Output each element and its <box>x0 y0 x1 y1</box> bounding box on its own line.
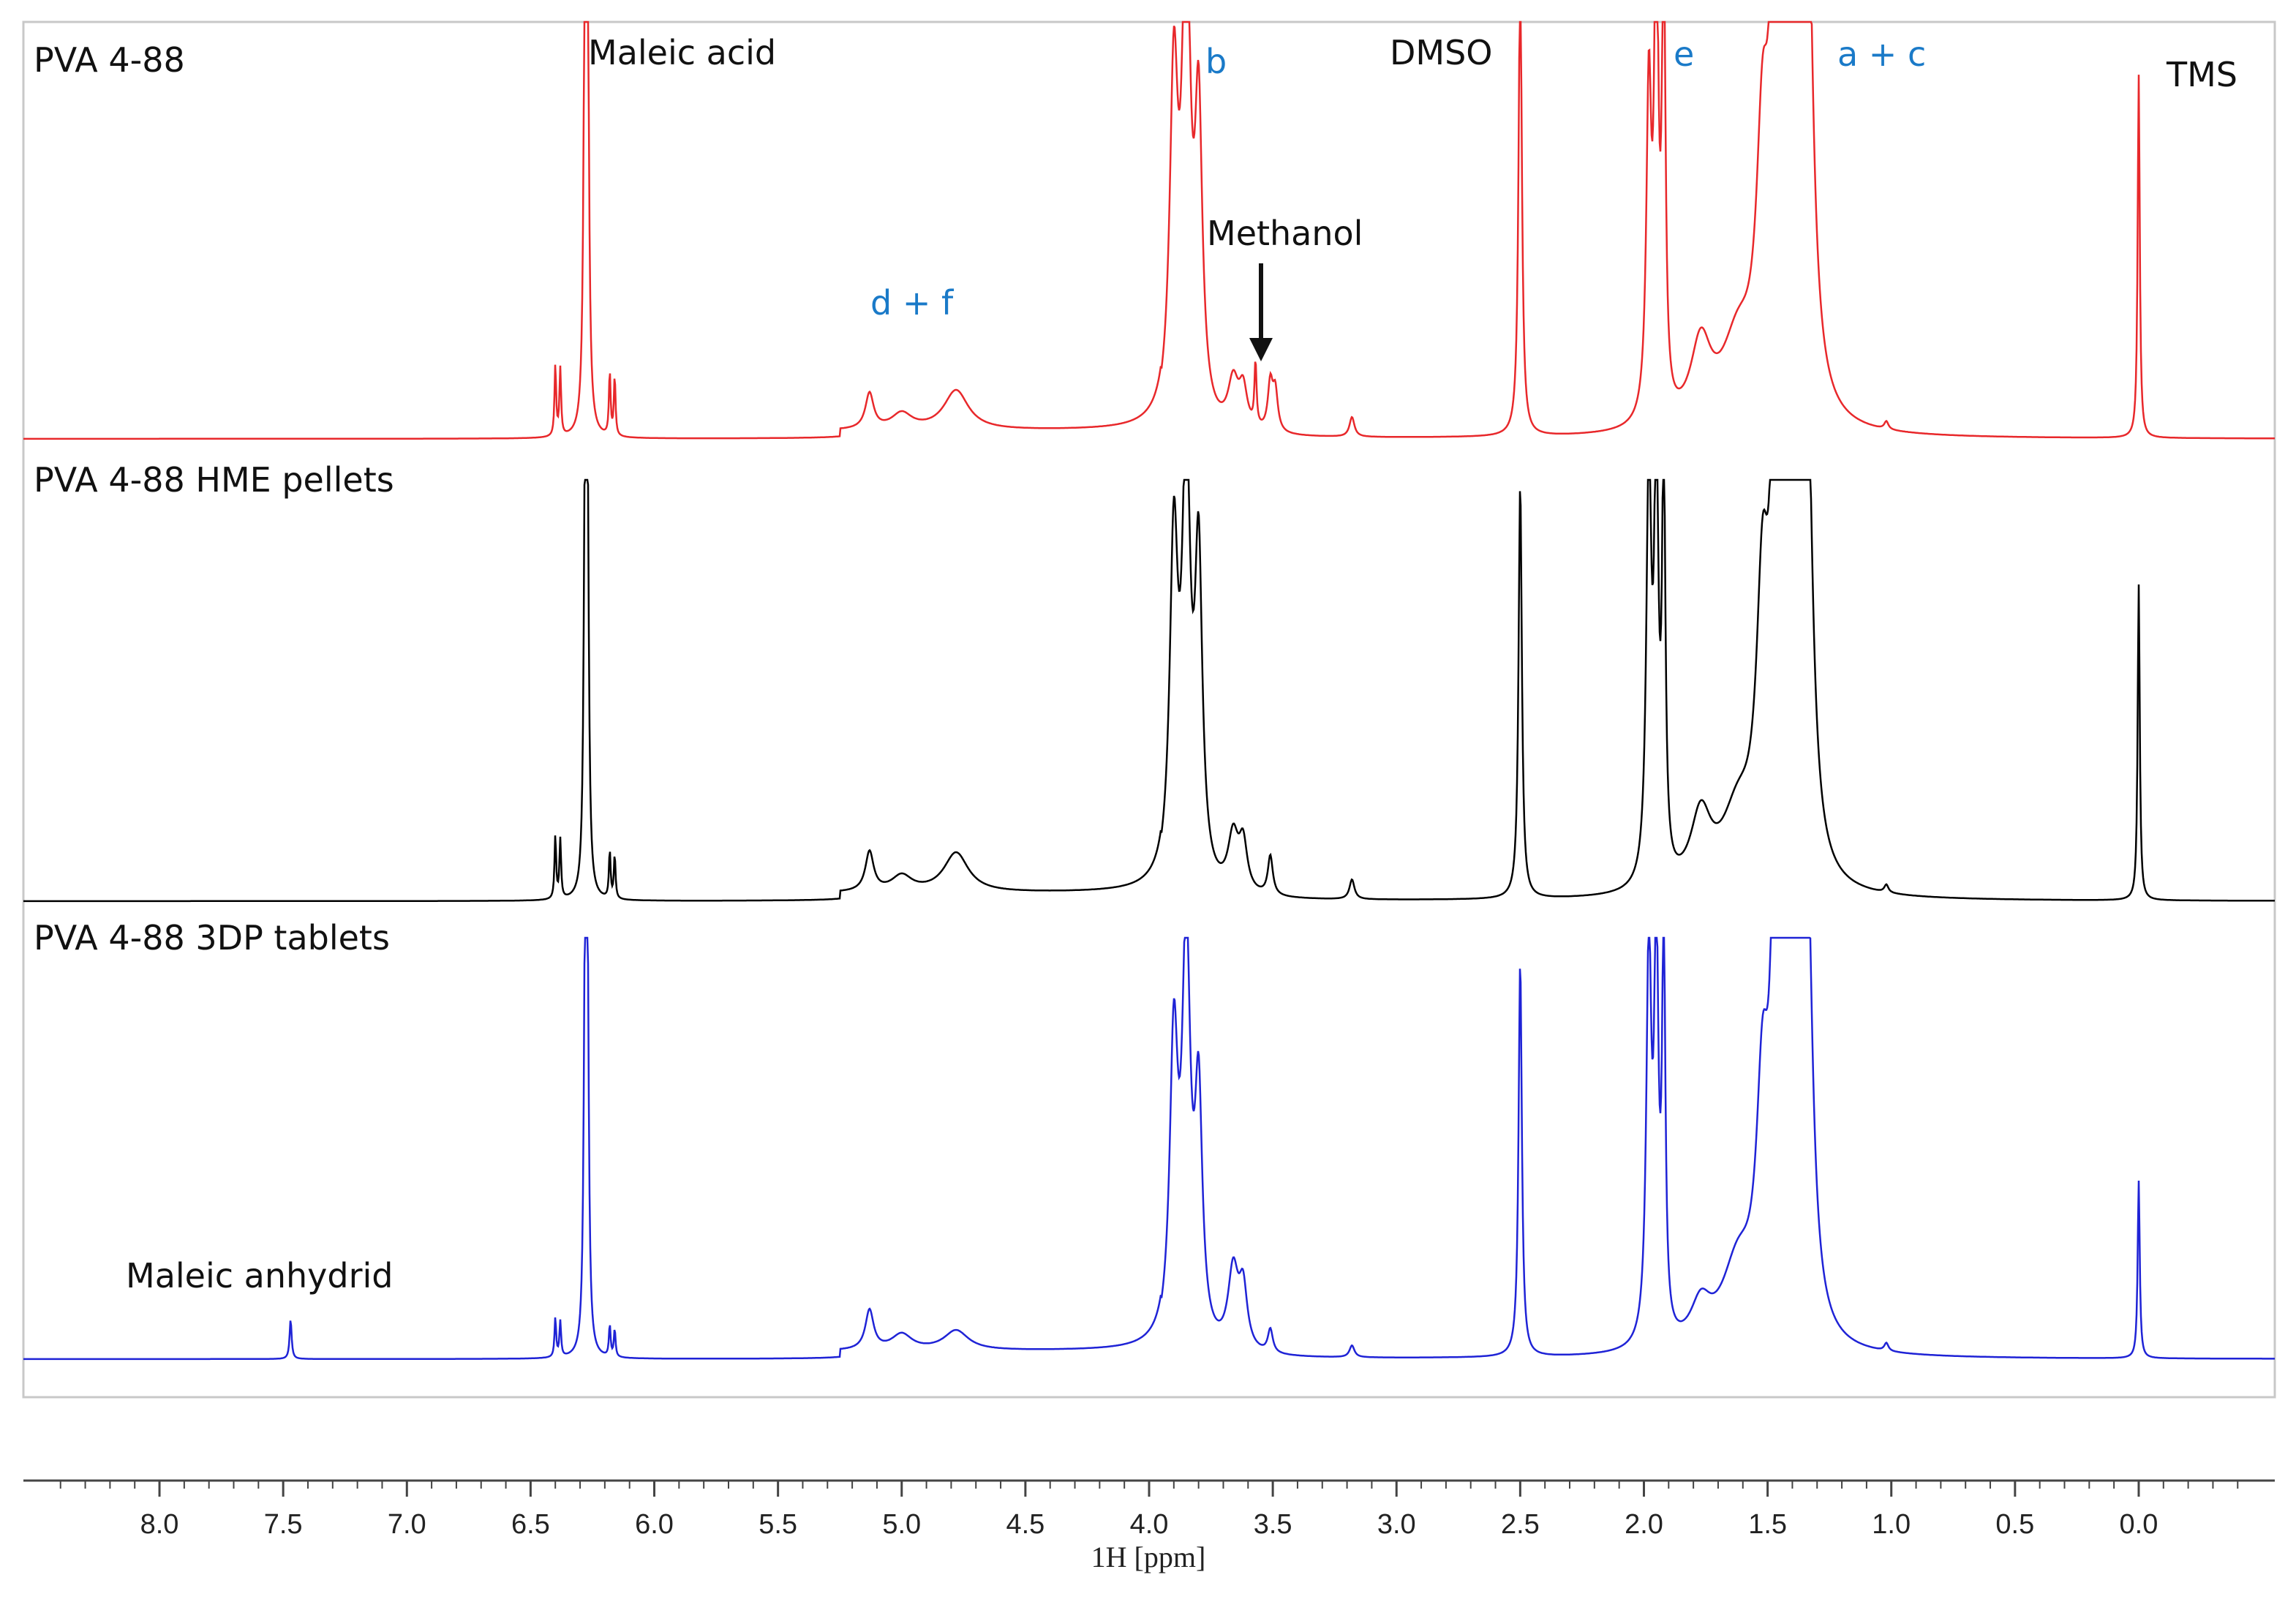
x-tick-label: 5.0 <box>882 1509 921 1540</box>
x-axis-title: 1H [ppm] <box>1091 1541 1206 1573</box>
x-tick-label: 0.5 <box>1995 1509 2034 1540</box>
annotation-a-c: a + c <box>1837 34 1926 74</box>
x-tick-label: 8.0 <box>140 1509 179 1540</box>
x-tick-label: 7.5 <box>264 1509 303 1540</box>
series-line-1 <box>23 20 2275 440</box>
x-axis: 8.0 7.5 7.0 6.5 6.0 5.5 5.0 4.5 4.0 3.5 3.0 2.5 2.0 1… <box>23 1479 2275 1540</box>
x-tick-label: 6.5 <box>511 1509 550 1540</box>
annotation-tms: TMS <box>2166 55 2237 94</box>
x-tick-label: 1.0 <box>1872 1509 1911 1540</box>
annotation-b: b <box>1205 42 1227 81</box>
x-tick-label: 3.0 <box>1377 1509 1416 1540</box>
methanol-arrow <box>1249 263 1273 361</box>
annotation-methanol: Methanol <box>1207 214 1363 253</box>
annotation-dmso: DMSO <box>1390 33 1493 72</box>
x-tick-label: 5.5 <box>759 1509 797 1540</box>
x-tick-label: 2.5 <box>1501 1509 1540 1540</box>
series-line-3 <box>23 936 2275 1361</box>
series-label-2: PVA 4-88 HME pellets <box>34 460 394 500</box>
series-layer <box>23 20 2275 1361</box>
x-tick-label: 4.5 <box>1006 1509 1045 1540</box>
x-tick-label: 0.0 <box>2120 1509 2158 1540</box>
annotation-maleic-anhydrid: Maleic anhydrid <box>126 1256 393 1295</box>
series-line-2 <box>23 478 2275 903</box>
x-tick-label: 7.0 <box>388 1509 426 1540</box>
x-tick-label: 4.0 <box>1130 1509 1169 1540</box>
x-tick-label: 3.5 <box>1254 1509 1292 1540</box>
x-tick-label: 1.5 <box>1748 1509 1787 1540</box>
x-tick-label: 2.0 <box>1625 1509 1663 1540</box>
plot-frame <box>22 20 2276 1399</box>
annotation-d-f: d + f <box>870 283 955 323</box>
x-tick-label: 6.0 <box>635 1509 674 1540</box>
annotation-e: e <box>1674 34 1694 74</box>
annotation-maleic-acid: Maleic acid <box>588 33 776 72</box>
series-label-1: PVA 4-88 <box>34 40 185 80</box>
series-label-3: PVA 4-88 3DP tablets <box>34 918 390 958</box>
